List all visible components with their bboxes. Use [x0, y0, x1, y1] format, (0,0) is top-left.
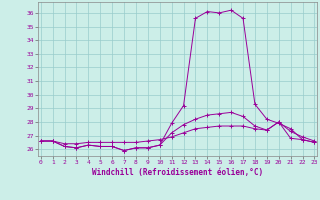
X-axis label: Windchill (Refroidissement éolien,°C): Windchill (Refroidissement éolien,°C) [92, 168, 263, 177]
